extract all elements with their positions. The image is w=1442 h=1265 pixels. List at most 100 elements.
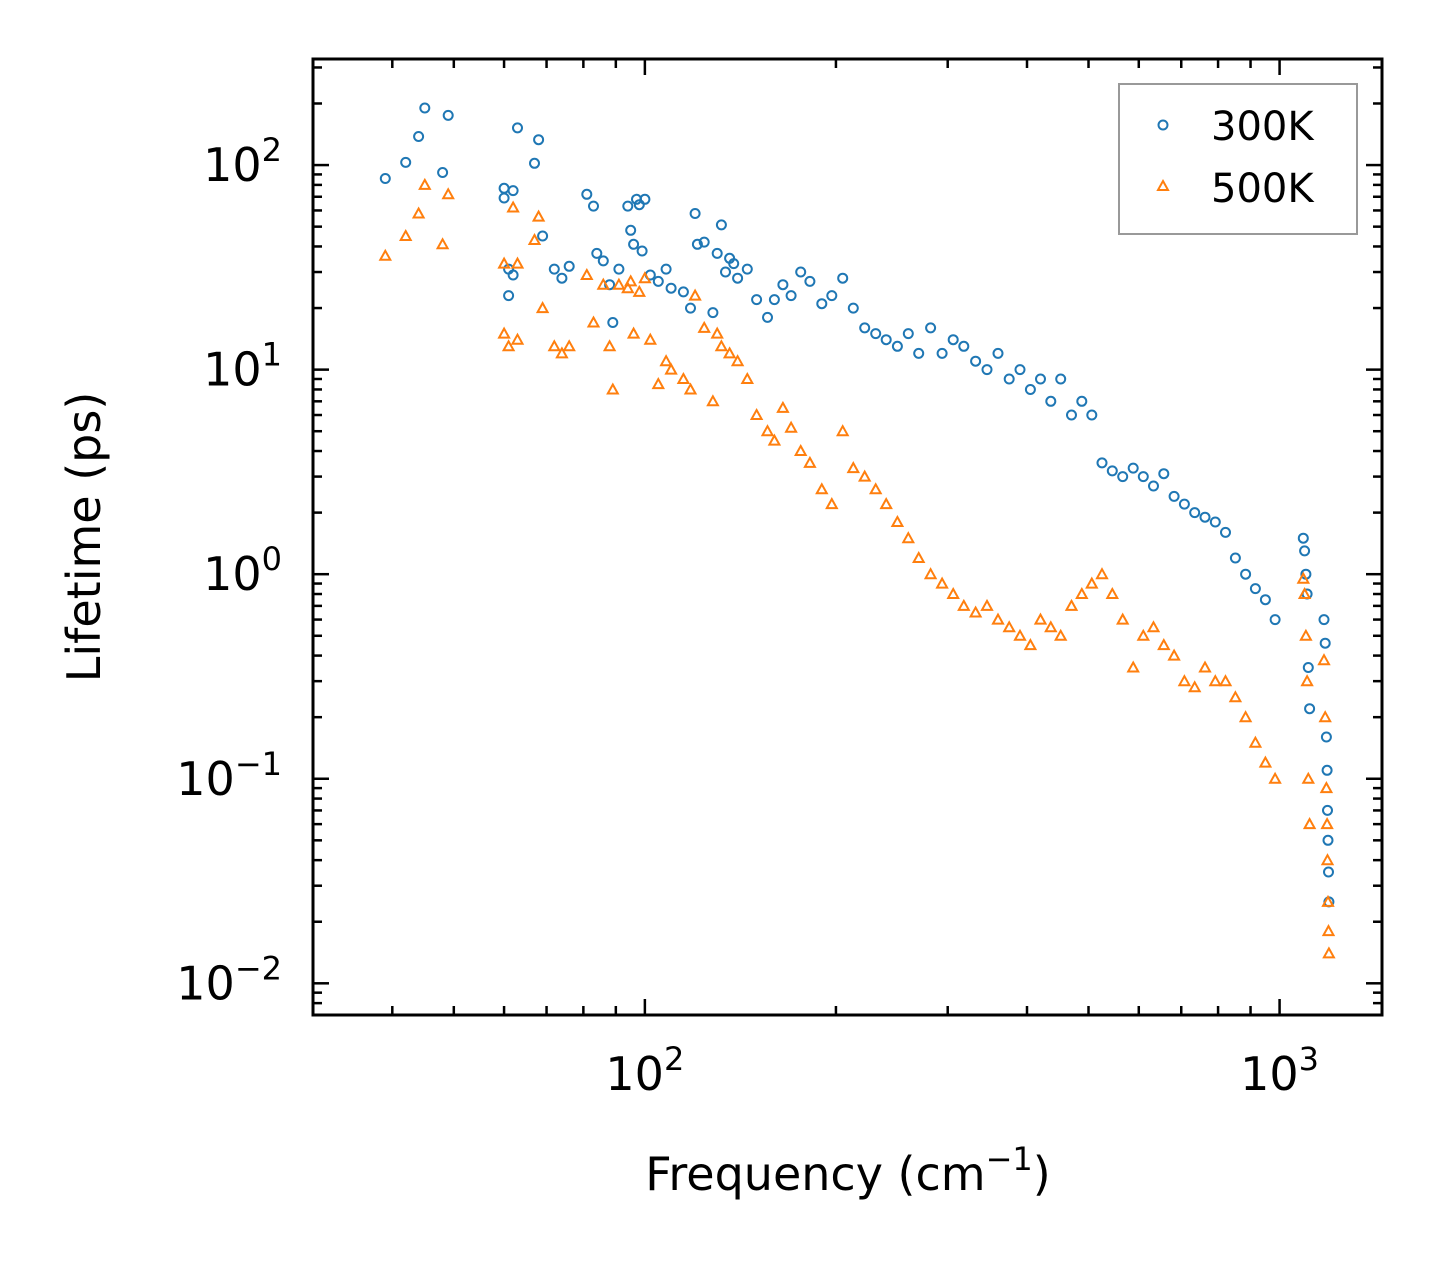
point-500k-42 [740,371,754,384]
point-300k-98 [1249,583,1261,595]
point-500k-19 [586,315,601,328]
y-tick-label: 10−2 [176,949,282,1010]
point-300k-13 [529,157,540,169]
point-300k-16 [548,263,560,275]
point-500k-35 [688,288,702,301]
point-500k-106 [1321,924,1336,937]
point-500k-22 [606,382,620,395]
point-300k-90 [1168,490,1180,502]
point-300k-48 [732,272,744,284]
point-300k-113 [1323,866,1334,878]
series-500k [378,177,1336,959]
point-500k-48 [794,443,808,456]
point-300k-69 [947,334,959,346]
point-500k-67 [1002,620,1016,633]
point-300k-56 [804,275,816,287]
point-300k-41 [698,236,710,248]
legend-marker-300k [1157,119,1169,131]
point-300k-112 [1322,834,1334,846]
point-300k-73 [992,347,1004,359]
point-300k-75 [1014,364,1026,376]
legend-label-300k: 300K [1211,104,1315,150]
point-500k-81 [1146,620,1161,633]
point-300k-106 [1304,703,1316,715]
point-500k-29 [643,332,657,345]
point-500k-80 [1136,628,1150,641]
point-300k-95 [1220,526,1231,538]
point-300k-24 [607,317,619,328]
point-500k-17 [562,339,576,352]
point-500k-49 [803,455,817,468]
point-500k-98 [1301,771,1315,784]
point-300k-107 [1318,614,1330,626]
point-500k-20 [596,277,610,290]
point-500k-30 [651,377,665,390]
point-300k-101 [1297,532,1309,544]
point-500k-79 [1126,660,1140,673]
point-500k-26 [626,326,641,339]
point-300k-3 [419,102,431,114]
point-500k-55 [869,482,883,495]
point-300k-2 [413,131,425,142]
point-500k-102 [1319,781,1334,794]
point-500k-8 [501,339,516,352]
point-300k-109 [1320,731,1332,743]
point-300k-94 [1209,516,1221,528]
point-500k-40 [722,346,737,359]
point-500k-96 [1299,628,1313,641]
point-500k-37 [706,394,720,407]
point-500k-32 [664,362,678,375]
point-300k-100 [1269,614,1281,626]
point-300k-111 [1322,804,1333,816]
point-500k-3 [418,177,432,190]
point-500k-11 [510,332,525,345]
point-500k-100 [1317,653,1331,666]
point-500k-82 [1157,638,1171,651]
point-300k-67 [925,322,937,334]
point-300k-80 [1066,409,1077,421]
point-500k-105 [1321,894,1335,907]
point-300k-96 [1229,552,1241,564]
point-300k-35 [660,263,672,275]
point-500k-24 [621,281,635,294]
point-300k-57 [816,298,828,310]
point-300k-40 [691,238,703,250]
legend-label-500k: 500K [1211,166,1315,212]
y-tick-label: 100 [203,540,282,601]
point-300k-54 [785,290,797,302]
point-300k-28 [628,238,640,250]
point-300k-85 [1117,471,1129,483]
point-500k-92 [1258,755,1273,768]
point-300k-87 [1137,471,1149,483]
point-300k-15 [537,230,549,242]
point-500k-33 [676,371,691,384]
point-500k-59 [912,550,926,563]
point-500k-57 [890,514,905,527]
series-300k [379,102,1335,908]
point-500k-99 [1302,817,1317,830]
y-tick-label: 10−1 [176,745,282,806]
point-500k-36 [697,320,711,333]
point-500k-9 [506,200,520,213]
point-300k-5 [442,109,454,121]
point-300k-97 [1240,568,1252,580]
point-500k-31 [659,354,673,367]
point-500k-71 [1044,620,1058,633]
point-300k-93 [1199,511,1211,523]
point-300k-27 [625,224,637,236]
point-500k-10 [510,256,525,269]
point-300k-55 [795,266,807,278]
point-500k-60 [923,567,938,580]
point-300k-22 [597,255,609,267]
point-300k-10 [507,185,519,197]
point-500k-74 [1075,586,1089,599]
point-300k-49 [741,263,753,275]
point-500k-85 [1188,680,1202,693]
point-300k-63 [880,334,892,346]
legend-box [1118,83,1358,235]
legend-marker-500k [1156,178,1170,191]
point-500k-47 [784,420,798,433]
point-300k-44 [715,219,727,231]
point-500k-27 [632,284,646,297]
